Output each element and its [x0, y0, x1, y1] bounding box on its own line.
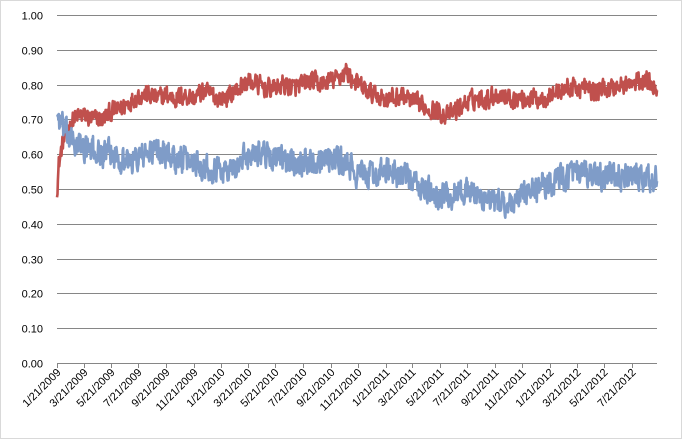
y-tick-label: 0.90: [22, 46, 43, 58]
y-tick-label: 0.10: [22, 324, 43, 336]
y-tick-label: 0.80: [22, 81, 43, 93]
y-tick-label: 0.00: [22, 359, 43, 371]
series-lines: [55, 62, 659, 219]
y-tick-label: 0.20: [22, 289, 43, 301]
x-axis-tick-labels: 1/21/20093/21/20095/21/20097/21/20099/21…: [21, 367, 639, 414]
y-tick-label: 0.60: [22, 150, 43, 162]
y-axis-tick-labels: 0.00 0.10 0.20 0.30 0.40 0.50 0.60 0.70 0.80 0.90…: [22, 11, 43, 371]
series-line-1: [55, 62, 659, 198]
x-axis: [57, 363, 657, 368]
y-tick-label: 1.00: [22, 11, 43, 23]
y-tick-label: 0.30: [22, 255, 43, 267]
y-tick-label: 0.50: [22, 185, 43, 197]
y-tick-label: 0.40: [22, 220, 43, 232]
series-line-2: [55, 110, 659, 219]
y-tick-label: 0.70: [22, 115, 43, 127]
